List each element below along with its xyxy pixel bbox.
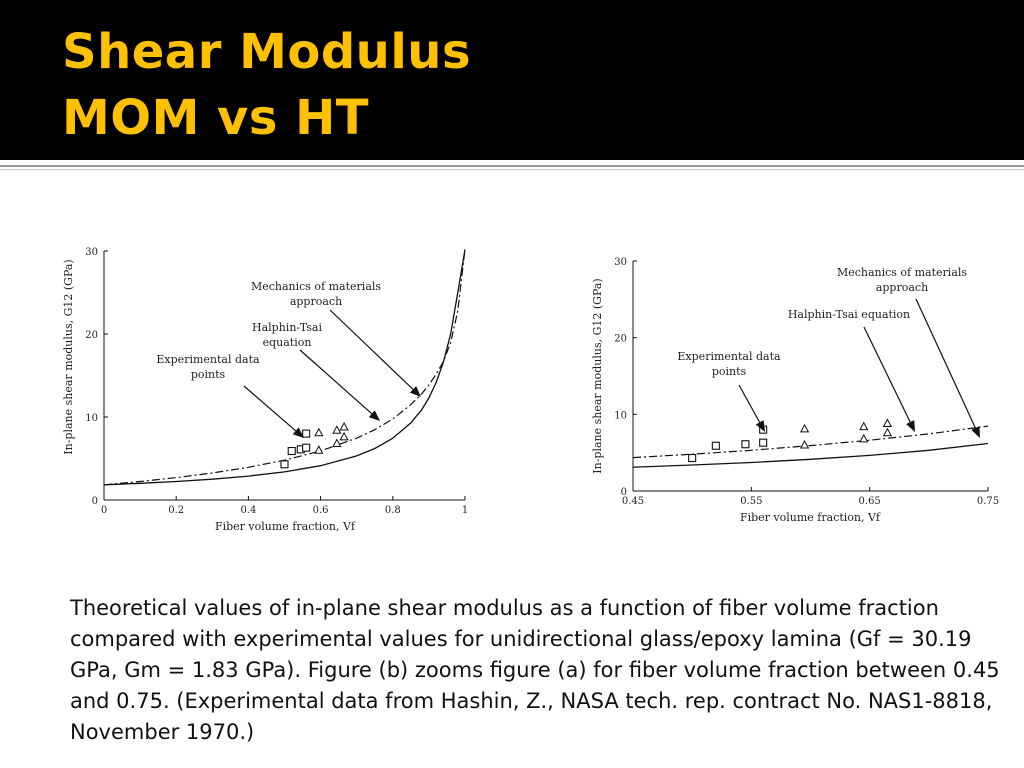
chart-a-x-tick-label: 0.4	[240, 505, 256, 516]
chart-a-annotation-arrow-shaft	[299, 349, 373, 415]
chart-b-y-axis-label: In-plane shear modulus, G12 (GPa)	[591, 278, 604, 473]
chart-b-data-point-square	[711, 441, 720, 450]
chart-b-data-point-triangle	[882, 418, 893, 428]
chart-b-data-point-triangle	[859, 421, 869, 431]
chart-b-annotation-arrow-shaft	[863, 326, 911, 423]
chart-a-annotation-arrow-shaft	[329, 309, 414, 390]
chart-a-annotation-arrow-head	[409, 386, 421, 397]
chart-a-y-axis-label: In-plane shear modulus, G12 (GPa)	[62, 259, 75, 454]
chart-a-annotation-label-group: Mechanics of materials approach	[251, 280, 381, 308]
chart-b-annotation-arrow	[915, 298, 980, 438]
chart-b-annotation-label: Halphin-Tsai equation	[788, 308, 910, 321]
chart-a-x-tick-label: 0	[101, 505, 107, 516]
chart-b-y-tick-label: 20	[614, 334, 627, 345]
chart-a-y-tick-label: 30	[85, 247, 98, 258]
title-bar: Shear Modulus MOM vs HT	[0, 0, 1024, 160]
chart-b-data-point-triangle	[859, 433, 869, 443]
chart-b-x-tick-label: 0.45	[622, 496, 644, 507]
title-divider	[0, 165, 1024, 167]
chart-b-x-tick-label: 0.75	[977, 496, 999, 507]
chart-b-annotation-arrow-head	[755, 420, 765, 432]
figure-caption: Theoretical values of in-plane shear mod…	[70, 596, 1000, 744]
chart-a-annotation-label: Experimental data	[156, 353, 260, 366]
chart-a-annotation-arrow-head	[292, 427, 304, 438]
chart-b-data-point-triangle	[882, 427, 893, 437]
chart-a-annotation-label: Mechanics of materials	[251, 280, 381, 293]
chart-a-y-tick-label: 10	[85, 413, 98, 424]
chart-a-x-tick-label: 1	[462, 505, 468, 516]
chart-a-halpin-tsai-curve	[103, 249, 466, 486]
chart-a-data-point-triangle	[339, 421, 349, 431]
chart-a-annotation-arrow	[299, 349, 380, 421]
chart-b-annotation-label: Mechanics of materials	[837, 266, 967, 279]
chart-b-annotation-label-group: Halphin-Tsai equation	[788, 308, 910, 321]
chart-b-annotation-label-group: Mechanics of materials approach	[837, 266, 967, 294]
chart-a-annotation-label: Halphin-Tsai	[252, 321, 322, 334]
chart-a-y-tick-label: 20	[85, 330, 98, 341]
chart-b-data-point-triangle	[799, 423, 810, 433]
chart-a-annotation-label: points	[191, 368, 226, 381]
chart-a-annotation-arrow	[329, 309, 421, 397]
chart-a-data-point-square	[287, 446, 296, 456]
chart-a-annotation-arrow-head	[368, 410, 380, 421]
chart-a-y-tick-label: 0	[92, 496, 98, 507]
chart-b-data-point-triangle	[799, 439, 810, 449]
chart-b-annotation-label: points	[712, 365, 747, 378]
chart-b-y-tick-label: 10	[614, 410, 627, 421]
chart-a-annotation-label: approach	[290, 295, 342, 308]
title-divider-thin	[0, 169, 1024, 170]
chart-b-annotation-arrow-shaft	[915, 298, 976, 429]
chart-b-annotation-label-group: Experimental data points	[677, 350, 781, 378]
chart-b-y-tick-label: 30	[614, 257, 627, 268]
chart-b-annotation-arrow	[738, 384, 765, 432]
chart-a-data-point-triangle	[339, 431, 349, 441]
chart-a-data-point-square	[302, 429, 311, 438]
chart-b-data-point-square	[688, 453, 697, 463]
chart-b-halpin-tsai-curve	[632, 425, 989, 459]
slide-subtitle: MOM vs HT	[62, 90, 370, 146]
chart-a-annotation-label-group: Halphin-Tsai equation	[252, 321, 322, 349]
chart-b-data-point-square	[741, 440, 750, 449]
chart-b-annotation-label: Experimental data	[677, 350, 781, 363]
slide-title: Shear Modulus	[62, 24, 472, 80]
chart-b-data-point-square	[759, 438, 768, 447]
chart-a-annotation-arrow	[243, 385, 304, 438]
chart-a-data-point-triangle	[314, 445, 324, 454]
chart-a-x-tick-label: 0.8	[385, 505, 401, 516]
chart-b-annotation-arrow-head	[906, 420, 915, 432]
chart-a-x-tick-label: 0.2	[168, 505, 184, 516]
chart-b-annotation-arrow	[863, 326, 915, 432]
chart-b-x-tick-label: 0.65	[859, 496, 881, 507]
chart-a-data-point-square	[280, 460, 289, 469]
chart-b-mom-curve	[632, 442, 989, 468]
chart-a-annotation-arrow-shaft	[243, 385, 297, 432]
chart-b-annotation-label: approach	[876, 281, 928, 294]
chart-a-data-point-triangle	[332, 438, 342, 448]
chart-a-annotation-label-group: Experimental data points	[156, 353, 260, 381]
chart-a-data-point-triangle	[314, 427, 324, 437]
chart-a-annotation-label: equation	[263, 336, 312, 349]
chart-a-x-axis-label: Fiber volume fraction, Vf	[215, 520, 356, 533]
chart-b-annotation-arrow-head	[971, 426, 980, 438]
chart-a-data-point-square	[302, 443, 311, 452]
chart-a-data-point-triangle	[332, 425, 342, 434]
chart-b-x-axis-label: Fiber volume fraction, Vf	[740, 511, 881, 524]
chart-b-x-tick-label: 0.55	[740, 496, 762, 507]
chart-b-y-tick-label: 0	[621, 487, 627, 498]
chart-a-x-tick-label: 0.6	[313, 505, 329, 516]
chart-b-annotation-arrow-shaft	[738, 384, 761, 423]
